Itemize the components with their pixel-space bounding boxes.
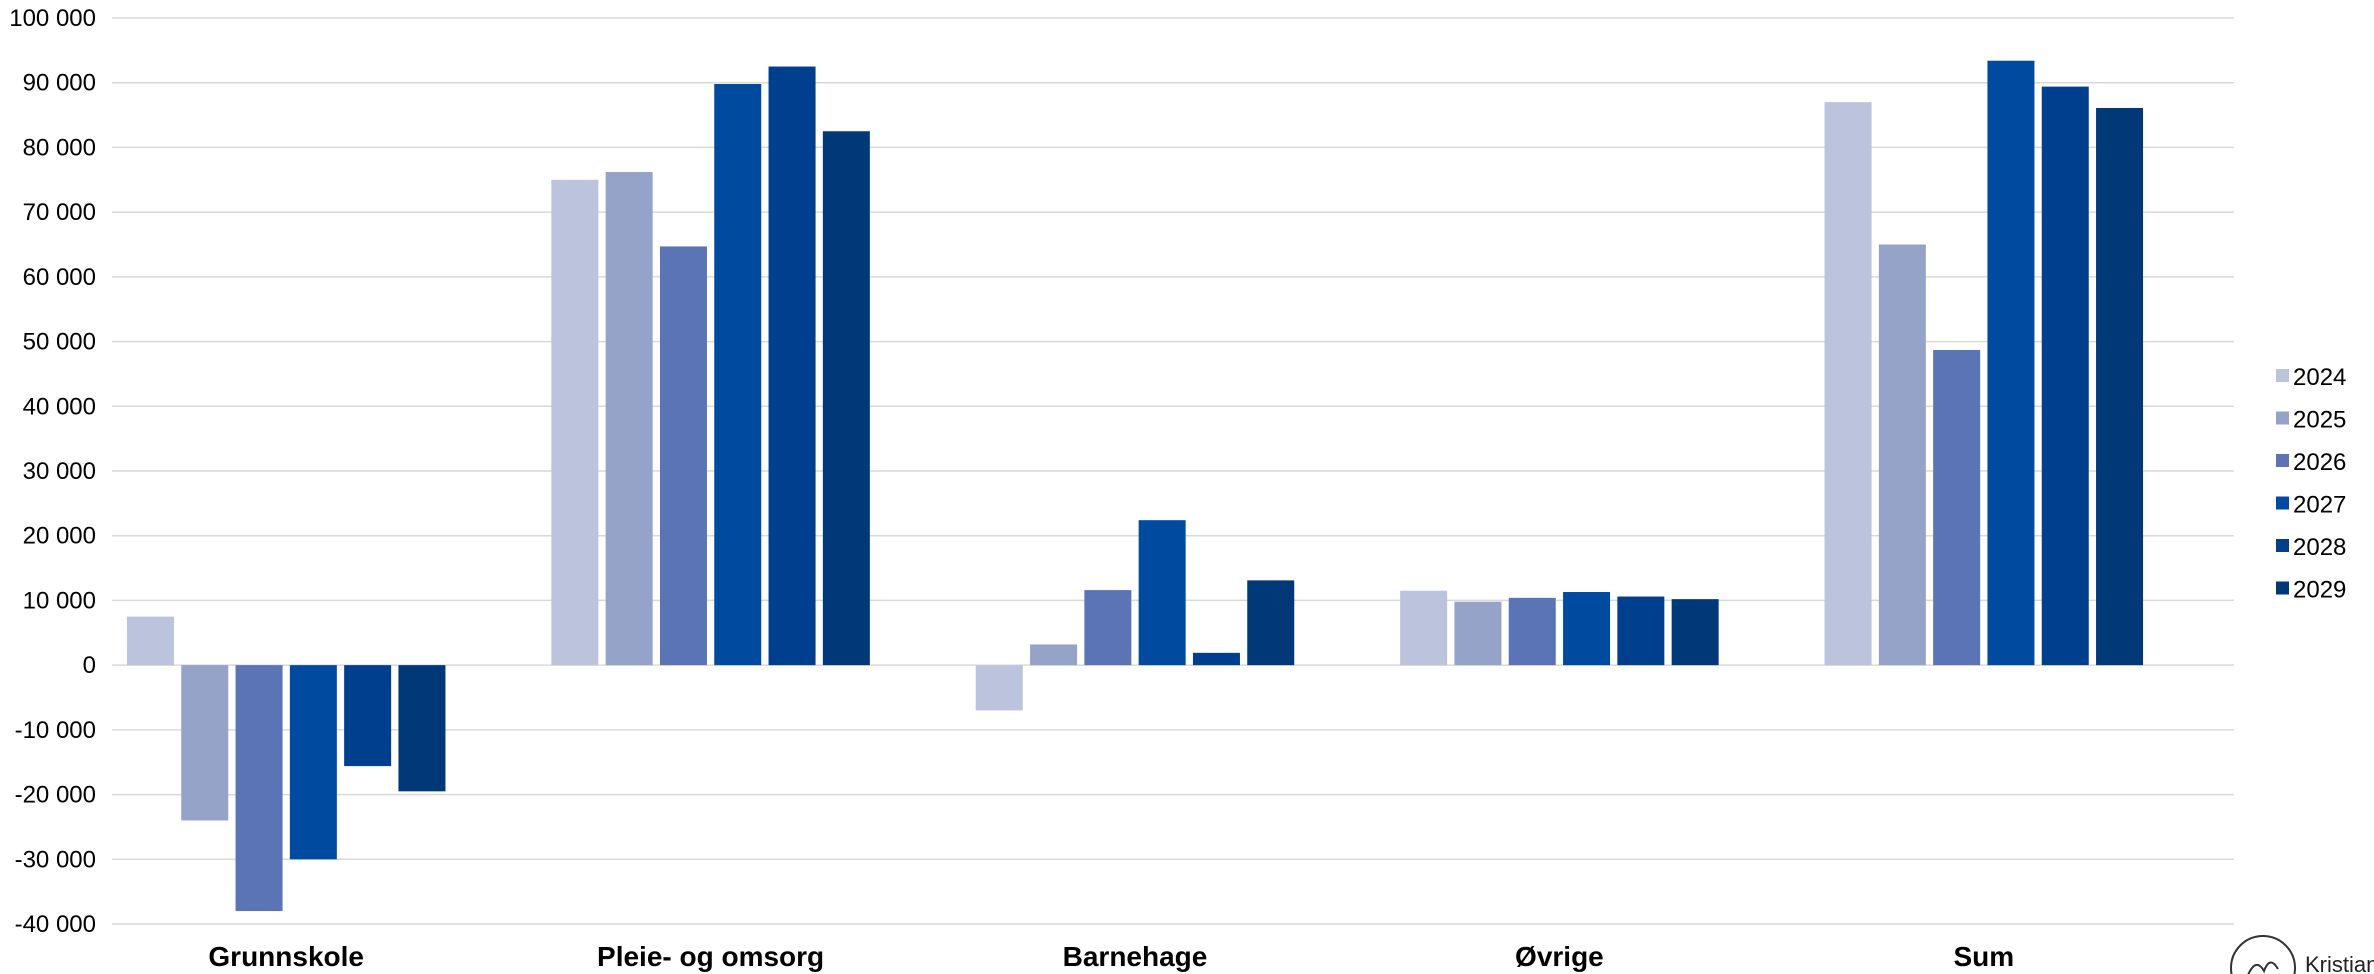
x-axis-categories: Grunnskole Pleie- og omsorg Barnehage Øvrig…: [208, 941, 2014, 972]
bar-2026: [1933, 349, 1981, 666]
legend-label-2027: 2027: [2293, 492, 2346, 519]
legend-label-2024: 2024: [2293, 364, 2346, 391]
y-tick-label: 20 000: [23, 523, 96, 550]
y-tick-label: -40 000: [15, 911, 96, 938]
bar-2026: [235, 665, 283, 912]
legend-swatch-2026: [2276, 454, 2289, 467]
bar-2028: [768, 66, 816, 666]
bar-2027: [714, 84, 762, 666]
category-label: Barnehage: [1063, 941, 1208, 972]
legend-swatch-2027: [2276, 496, 2289, 510]
bar-2029: [398, 665, 446, 792]
bar-2026: [1084, 590, 1132, 666]
category-label: Sum: [1953, 941, 2014, 972]
category-label: Pleie- og omsorg: [597, 941, 824, 972]
legend-label-2025: 2025: [2293, 407, 2346, 434]
y-tick-label: 80 000: [23, 134, 96, 161]
category-label: Grunnskole: [208, 941, 364, 972]
bar-2024: [551, 179, 599, 666]
bar-2024: [126, 616, 174, 666]
bars: [126, 60, 2144, 912]
legend-swatch-2025: [2276, 411, 2289, 425]
bar-2027: [1138, 520, 1186, 666]
legend-label-2026: 2026: [2293, 449, 2346, 476]
bar-2028: [1617, 596, 1665, 666]
y-tick-label: 30 000: [23, 458, 96, 485]
y-tick-label: 40 000: [23, 393, 96, 420]
category-label: Øvrige: [1515, 941, 1604, 972]
y-tick-label: -20 000: [15, 782, 96, 809]
bar-2025: [605, 172, 653, 666]
legend: 2024 2025 2026 2027 2028 2029: [2276, 364, 2346, 604]
logo: Kristians: [2230, 935, 2374, 974]
bar-2026: [1508, 597, 1556, 666]
bar-2027: [1987, 60, 2035, 666]
legend-swatch-2024: [2276, 369, 2289, 382]
bar-2028: [344, 665, 392, 767]
bar-2029: [2096, 107, 2144, 666]
y-tick-label: 60 000: [23, 264, 96, 291]
bar-2029: [1247, 580, 1295, 666]
y-tick-label: 10 000: [23, 587, 96, 614]
legend-label-2029: 2029: [2293, 577, 2346, 604]
legend-label-2028: 2028: [2293, 534, 2346, 561]
y-tick-label: 70 000: [23, 199, 96, 226]
bar-2025: [1878, 244, 1926, 666]
bar-2026: [659, 246, 707, 666]
bar-2027: [1563, 592, 1611, 666]
y-tick-label: 0: [83, 652, 96, 679]
y-tick-label: 100 000: [9, 5, 96, 32]
y-tick-label: 90 000: [23, 70, 96, 97]
bar-2025: [1030, 644, 1078, 666]
y-tick-label: 50 000: [23, 329, 96, 356]
y-tick-label: -30 000: [15, 846, 96, 873]
bar-2024: [1400, 590, 1448, 666]
legend-swatch-2028: [2276, 539, 2289, 552]
bar-2028: [1192, 652, 1240, 666]
bar-2029: [1671, 599, 1719, 666]
legend-swatch-2029: [2276, 581, 2289, 595]
bar-2028: [2041, 86, 2089, 666]
bar-2025: [181, 665, 229, 821]
bar-2029: [822, 131, 870, 666]
bar-2024: [1824, 102, 1872, 666]
bar-2025: [1454, 601, 1502, 666]
y-tick-label: -10 000: [15, 717, 96, 744]
logo-text: Kristians: [2305, 952, 2374, 974]
bar-2027: [289, 665, 337, 860]
y-axis-ticks: -40 000 -30 000 -20 000 -10 000 0 10 000 20 00…: [9, 5, 96, 938]
bar-2024: [975, 665, 1023, 711]
